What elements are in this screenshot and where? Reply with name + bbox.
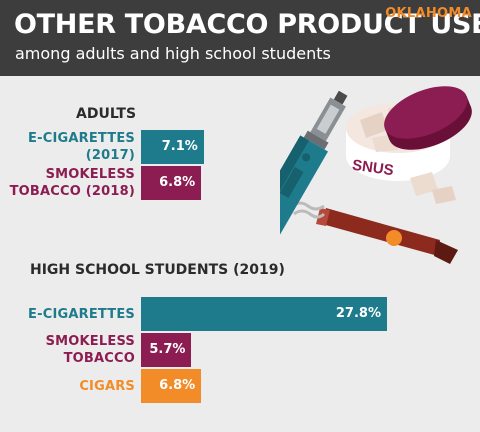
bar-category-label-line: TOBACCO: [63, 351, 135, 366]
bar: 7.1%: [141, 130, 204, 164]
bar-category-label: E-CIGARETTES (2017): [28, 130, 135, 164]
page-title: OTHER TOBACCO PRODUCT USE: [14, 9, 480, 40]
snus-tin-icon: SNUS: [346, 86, 472, 204]
students-section-title: HIGH SCHOOL STUDENTS (2019): [30, 262, 285, 278]
bar-category-label: SMOKELESS TOBACCO: [46, 333, 135, 367]
tobacco-illustration: SNUS: [280, 86, 472, 264]
bar-value-label: 27.8%: [335, 306, 381, 321]
adults-section-title: ADULTS: [76, 106, 137, 122]
page-subtitle: among adults and high school students: [15, 44, 331, 63]
bar-value-label: 7.1%: [161, 139, 198, 154]
bar-category-label-line: SMOKELESS: [45, 334, 135, 349]
bar: 6.8%: [141, 369, 202, 403]
e-cigarette-icon: [280, 90, 348, 239]
state-badge: OKLAHOMA: [385, 6, 472, 21]
bar-category-label-line: CIGARS: [79, 378, 135, 394]
bar: 27.8%: [141, 297, 387, 331]
header-banner: OTHER TOBACCO PRODUCT USE among adults a…: [0, 0, 480, 76]
bar-value-label: 5.7%: [149, 342, 186, 357]
bar-value-label: 6.8%: [159, 175, 196, 190]
bar-category-label-line: (2017): [85, 148, 135, 163]
bar-category-label-line: TOBACCO (2018): [9, 184, 135, 199]
bar-category-label-line: E-CIGARETTES: [28, 306, 135, 322]
cigar-icon: [291, 201, 458, 264]
bar-category-label: SMOKELESS TOBACCO (2018): [10, 166, 135, 200]
bar-category-label-line: SMOKELESS: [45, 167, 135, 182]
bar-category-label: E-CIGARETTES: [28, 306, 135, 323]
bar-category-label: CIGARS: [79, 378, 135, 395]
bar: 6.8%: [141, 166, 202, 200]
bar: 5.7%: [141, 333, 192, 367]
bar-category-label-line: E-CIGARETTES: [28, 131, 135, 146]
snus-label: SNUS: [351, 157, 395, 180]
bar-value-label: 6.8%: [159, 378, 196, 393]
